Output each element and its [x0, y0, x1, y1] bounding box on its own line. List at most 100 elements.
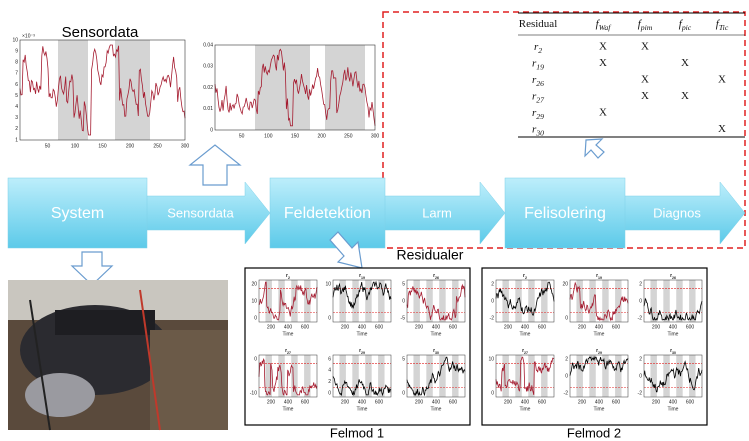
waveform — [495, 281, 555, 317]
x-axis-label: Time — [357, 331, 368, 337]
shade — [325, 45, 365, 130]
shade-band — [502, 355, 509, 397]
x-axis-label: Time — [594, 331, 605, 337]
main: r — [532, 107, 537, 119]
subplot-title: r2 — [523, 273, 527, 279]
table-mark: X — [641, 90, 649, 102]
x-tick-label: 400 — [669, 324, 678, 330]
subplot-title: r29 — [596, 348, 602, 354]
x-tick-label: 400 — [284, 324, 293, 330]
y-tick-label: 4 — [328, 368, 331, 374]
x-tick-label: 200 — [341, 324, 350, 330]
x-axis-label: Time — [594, 406, 605, 412]
table-mark: X — [599, 107, 607, 119]
x-tick-label: 200 — [504, 324, 513, 330]
x-axis-label: Time — [431, 331, 442, 337]
main: f — [716, 18, 721, 30]
waveform — [258, 357, 318, 396]
subplot-frame — [332, 354, 392, 398]
main: r — [532, 57, 537, 69]
y-tick-label: 0 — [402, 298, 405, 304]
y-tick-label: 0.01 — [203, 106, 213, 112]
x-tick-label: 600 — [301, 324, 310, 330]
y-tick-label: 2 — [328, 379, 331, 385]
y-tick-label: 0.03 — [203, 64, 213, 70]
main: r — [596, 273, 598, 279]
x-tick-label: 200 — [504, 399, 513, 405]
shade-band — [265, 280, 272, 322]
y-tick-label: 0 — [565, 315, 568, 321]
shade-band — [265, 355, 272, 397]
table-mark: X — [681, 57, 689, 69]
sub: 29 — [598, 351, 602, 355]
x-tick-label: 600 — [301, 399, 310, 405]
flow-node-label: System — [51, 205, 104, 222]
subplot-frame — [406, 354, 466, 398]
main: r — [359, 348, 361, 354]
shade-band — [663, 280, 670, 322]
x-tick-label: 600 — [449, 324, 458, 330]
x-tick-label: 200 — [126, 143, 135, 149]
y-tick-label: 10 — [488, 356, 494, 362]
waveform — [332, 280, 392, 309]
y-tick-label: 0 — [254, 356, 257, 362]
sub: 30 — [435, 351, 439, 355]
table-header: fWaf — [596, 18, 613, 32]
sub: 2 — [525, 276, 527, 280]
x-tick-label: 150 — [291, 133, 300, 139]
sub: 26 — [672, 276, 676, 280]
sensor-title: Sensordata — [62, 24, 139, 41]
main: r — [285, 348, 287, 354]
x-axis-label: Time — [520, 406, 531, 412]
x-tick-label: 250 — [344, 133, 353, 139]
y-tick-label: 7 — [15, 71, 18, 77]
x-tick-label: 300 — [371, 133, 380, 139]
y-tick-label: 0.02 — [203, 85, 213, 91]
shade-band — [515, 280, 522, 322]
shade-band — [278, 280, 285, 322]
shade-band — [291, 355, 298, 397]
x-axis-label: Time — [431, 406, 442, 412]
mode-label: Felmod 1 — [330, 425, 384, 440]
y-tick-label: 0 — [491, 390, 494, 396]
shade-band — [528, 355, 535, 397]
shade-band — [589, 280, 596, 322]
shade-band — [452, 280, 459, 322]
subplot-frame — [406, 279, 466, 323]
y-tick-label: 9 — [15, 48, 18, 54]
y-tick-label: 1 — [15, 137, 18, 143]
waveform — [495, 356, 555, 395]
shade-band — [413, 280, 420, 322]
shade-band — [426, 280, 433, 322]
x-tick-label: 250 — [153, 143, 162, 149]
main: r — [522, 348, 524, 354]
shade-band — [615, 355, 622, 397]
subplot-title: r19 — [359, 273, 365, 279]
residuals-title: Residualer — [397, 247, 464, 263]
sub: 27 — [287, 351, 291, 355]
flow-arrow-label: Diagnos — [653, 205, 701, 220]
x-tick-label: 200 — [652, 399, 661, 405]
cable — [139, 289, 161, 431]
main: r — [532, 123, 537, 135]
shade-band — [676, 280, 683, 322]
x-tick-label: 200 — [652, 324, 661, 330]
sub: Tic — [719, 23, 729, 32]
sub: 26 — [435, 276, 439, 280]
flow-node-label: Felisolering — [524, 205, 606, 222]
x-tick-label: 400 — [669, 399, 678, 405]
subplot-frame — [258, 279, 318, 323]
subplot-frame — [258, 354, 318, 398]
shade-band — [426, 355, 433, 397]
y-tick-label: 0 — [210, 127, 213, 133]
shade-band — [352, 355, 359, 397]
y-tick-label: 4 — [15, 104, 18, 110]
shade-band — [452, 355, 459, 397]
sub: 19 — [598, 276, 602, 280]
main: f — [679, 18, 684, 30]
x-tick-label: 600 — [538, 324, 547, 330]
isolation-box — [382, 11, 746, 249]
shade-band — [650, 355, 657, 397]
main: r — [670, 273, 672, 279]
y-tick-label: 5 — [402, 281, 405, 287]
